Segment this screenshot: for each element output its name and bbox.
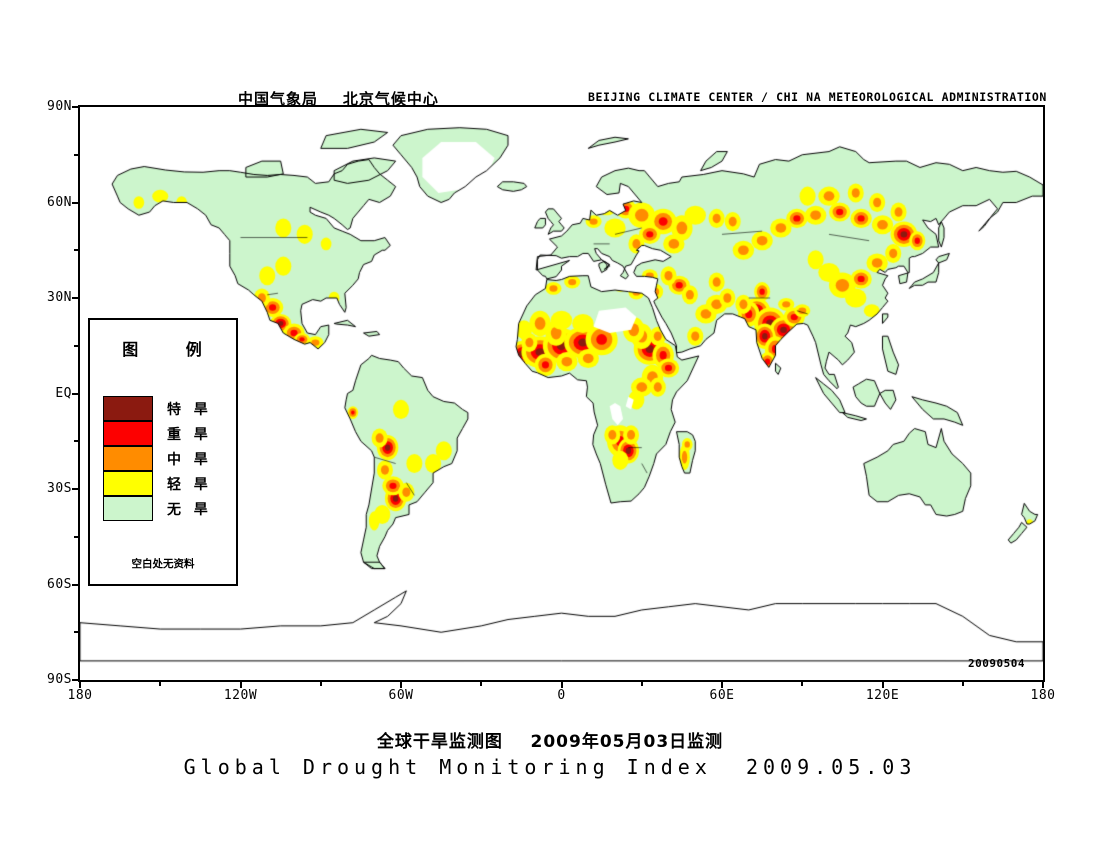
y-axis-label-90n: 90N (47, 99, 72, 114)
map-timestamp: 20090504 (968, 657, 1025, 670)
legend-box: 图 例 特 旱 重 旱 中 旱 轻 旱 无 旱 空白处无资料 (88, 318, 238, 586)
legend-swatch-severe-drought (103, 421, 153, 446)
legend-item-severe-drought: 重 旱 (103, 421, 209, 446)
x-axis-tick (721, 681, 723, 688)
y-axis-tick (72, 106, 79, 108)
y-axis-minor-tick (74, 249, 79, 252)
y-axis-label-30n: 30N (47, 290, 72, 305)
y-axis-label-eq: EQ (55, 385, 72, 401)
legend-title: 图 例 (122, 340, 204, 359)
y-axis-label-90s: 90S (47, 672, 72, 687)
x-axis-minor-tick (640, 681, 643, 686)
x-axis-minor-tick (961, 681, 964, 686)
x-axis-tick (239, 681, 242, 688)
header-agency-en: BEIJING CLIMATE CENTER / CHI NA METEOROL… (588, 90, 1047, 104)
legend-label-severe-drought: 重 旱 (167, 426, 209, 443)
y-axis-label-60s: 60S (47, 576, 72, 592)
x-axis-label-60w: 60W (388, 688, 414, 703)
y-axis-label-30s: 30S (47, 481, 72, 496)
legend-item-extreme-drought: 特 旱 (103, 396, 209, 421)
y-axis-tick (72, 583, 79, 586)
drought-map-canvas (80, 107, 1043, 680)
y-axis-minor-tick (74, 535, 79, 538)
x-axis-tick (400, 681, 402, 688)
legend-swatch-no-drought (103, 496, 153, 521)
x-axis-label-0: 0 (557, 688, 566, 703)
y-axis-minor-tick (74, 153, 79, 156)
map-plot-frame: 20090504 (78, 105, 1045, 682)
x-axis-label-180: 180 (67, 688, 93, 703)
y-axis-tick (72, 297, 79, 299)
x-axis-tick (560, 681, 563, 688)
chart-title-en: Global Drought Monitoring Index 2009.05.… (183, 755, 917, 779)
x-axis-minor-tick (319, 681, 322, 686)
legend-item-no-drought: 无 旱 (103, 496, 209, 521)
x-axis-minor-tick (159, 681, 162, 686)
header-agency-cn: 中国气象局 北京气候中心 (238, 90, 439, 108)
legend-label-extreme-drought: 特 旱 (167, 401, 209, 418)
legend-swatch-extreme-drought (103, 396, 153, 421)
legend-item-moderate-drought: 中 旱 (103, 446, 209, 471)
y-axis-minor-tick (74, 440, 79, 443)
y-axis-tick (72, 201, 79, 204)
y-axis-tick (72, 488, 79, 490)
x-axis-minor-tick (801, 681, 804, 686)
legend-swatch-mild-drought (103, 471, 153, 496)
chart-title-cn: 全球干旱监测图 2009年05月03日监测 (376, 732, 724, 752)
y-axis-tick (72, 679, 79, 681)
x-axis-label-60e: 60E (709, 688, 735, 703)
y-axis-minor-tick (74, 631, 79, 634)
legend-label-mild-drought: 轻 旱 (167, 476, 209, 493)
x-axis-label-120w: 120W (223, 688, 258, 703)
legend-no-data-note: 空白处无资料 (131, 558, 195, 570)
x-axis-label-180: 180 (1030, 688, 1056, 703)
x-axis-tick (1042, 681, 1044, 688)
y-axis-tick (72, 392, 79, 395)
x-axis-tick (79, 681, 81, 688)
y-axis-minor-tick (74, 344, 79, 347)
legend-item-mild-drought: 轻 旱 (103, 471, 209, 496)
legend-items: 特 旱 重 旱 中 旱 轻 旱 无 旱 (103, 396, 209, 521)
legend-label-moderate-drought: 中 旱 (167, 451, 209, 468)
x-axis-minor-tick (480, 681, 483, 686)
x-axis-tick (881, 681, 884, 688)
legend-label-no-drought: 无 旱 (167, 501, 209, 518)
legend-swatch-moderate-drought (103, 446, 153, 471)
y-axis-label-60n: 60N (47, 194, 72, 210)
x-axis-label-120e: 120E (865, 688, 900, 703)
